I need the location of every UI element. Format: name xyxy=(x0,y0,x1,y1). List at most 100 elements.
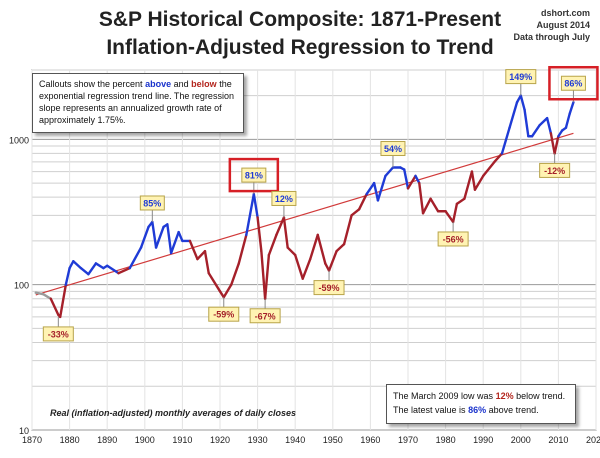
series-segment xyxy=(414,174,421,185)
series-segment xyxy=(301,257,312,280)
highlight-frame xyxy=(228,157,280,193)
series-segment xyxy=(451,202,459,224)
series-segment xyxy=(282,216,289,249)
series-segment xyxy=(275,216,286,237)
series-segment xyxy=(342,214,353,246)
callout-label: 86% xyxy=(564,79,582,89)
x-tick-label: 1990 xyxy=(473,435,493,445)
x-tick-label: 1870 xyxy=(22,435,42,445)
series-segment xyxy=(286,246,297,257)
x-tick-label: 2000 xyxy=(511,435,531,445)
series-segment xyxy=(267,233,278,257)
series-segment xyxy=(376,174,387,202)
callout-label: -59% xyxy=(213,310,234,320)
series-segment xyxy=(245,192,256,237)
series-segment xyxy=(169,230,180,255)
summary-line-2-b: above trend. xyxy=(488,405,539,415)
x-tick-label: 1980 xyxy=(436,435,456,445)
x-tick-label: 1970 xyxy=(398,435,418,445)
callout-box xyxy=(380,141,406,157)
series-segment xyxy=(188,239,199,261)
series-segment xyxy=(545,116,553,135)
series-segment xyxy=(455,197,466,206)
series-segment xyxy=(222,283,233,299)
x-tick-label: 1960 xyxy=(360,435,380,445)
series-segment xyxy=(34,291,45,296)
series-segment xyxy=(418,181,425,215)
summary-line-1: The March 2009 low was 12% below trend. xyxy=(393,389,569,403)
series-segment xyxy=(335,242,346,253)
x-tick-label: 1940 xyxy=(285,435,305,445)
callout-text-2: the exponential regression trend line. T… xyxy=(39,79,234,125)
x-tick-label: 1880 xyxy=(60,435,80,445)
series-segment xyxy=(519,94,526,111)
summary-box: The March 2009 low was 12% below trend. … xyxy=(386,384,576,424)
series-segment xyxy=(327,249,338,272)
callout-box xyxy=(208,306,240,322)
callout-box xyxy=(271,190,297,206)
summary-line-2: The latest value is 86% above trend. xyxy=(393,403,569,417)
series-segment xyxy=(117,266,131,275)
series-segment xyxy=(463,170,474,200)
series-segment xyxy=(365,181,376,196)
callout-box xyxy=(139,195,165,211)
series-segment xyxy=(49,297,60,317)
summary-line-1-value: 12% xyxy=(495,391,514,401)
callout-above-word: above xyxy=(145,79,172,89)
series-segment xyxy=(372,181,380,202)
series-segment xyxy=(68,260,75,270)
series-segment xyxy=(166,223,173,255)
series-segment xyxy=(230,262,241,286)
callout-text-1: Callouts show the percent xyxy=(39,79,143,89)
summary-line-1-b: below trend. xyxy=(516,391,566,401)
series-segment xyxy=(256,216,263,253)
series-segment xyxy=(42,292,52,300)
series-segment xyxy=(263,253,271,300)
series-segment xyxy=(553,135,560,155)
callout-box xyxy=(249,308,281,324)
callout-label: -56% xyxy=(443,234,464,244)
callout-label: -33% xyxy=(48,329,69,339)
series-segment xyxy=(64,266,71,286)
series-segment xyxy=(470,170,477,191)
series-segment xyxy=(406,174,417,190)
callout-box xyxy=(241,167,267,183)
chart-footnote: Real (inflation-adjusted) monthly averag… xyxy=(50,408,297,418)
y-tick-label: 10 xyxy=(19,426,29,436)
series-segment xyxy=(482,160,496,178)
series-segment xyxy=(538,116,549,127)
callout-label: 81% xyxy=(245,171,263,181)
callout-box xyxy=(560,75,586,91)
callout-below-word: below xyxy=(191,79,217,89)
callout-box xyxy=(437,231,469,247)
series-segment xyxy=(508,101,519,130)
series-segment xyxy=(196,249,207,261)
chart-subtitle: Inflation-Adjusted Regression to Trend xyxy=(106,36,494,59)
callout-box xyxy=(42,326,74,342)
series-segment xyxy=(493,152,504,164)
series-segment xyxy=(500,126,511,155)
chart-title: S&P Historical Composite: 1871-Present xyxy=(98,8,502,31)
series-segment xyxy=(151,220,158,249)
series-segment xyxy=(87,262,98,276)
x-tick-label: 1930 xyxy=(248,435,268,445)
summary-line-1-a: The March 2009 low was xyxy=(393,391,494,401)
callout-label: 54% xyxy=(384,144,402,154)
series-segment xyxy=(207,271,222,293)
series-segment xyxy=(94,262,105,270)
series-segment xyxy=(294,253,304,280)
series-segment xyxy=(530,124,541,138)
summary-line-2-value: 86% xyxy=(468,405,487,415)
series-segment xyxy=(350,208,361,217)
source-site: dshort.com xyxy=(540,8,590,18)
callout-label: 12% xyxy=(275,194,293,204)
callout-label: -67% xyxy=(255,311,276,321)
trend-line xyxy=(35,132,574,296)
x-tick-label: 1910 xyxy=(172,435,192,445)
source-date: August 2014 xyxy=(536,20,590,30)
callout-label: 85% xyxy=(143,198,161,208)
callout-label: 149% xyxy=(509,72,532,82)
series-segment xyxy=(260,249,267,300)
series-segment xyxy=(421,197,432,215)
x-tick-label: 1950 xyxy=(323,435,343,445)
